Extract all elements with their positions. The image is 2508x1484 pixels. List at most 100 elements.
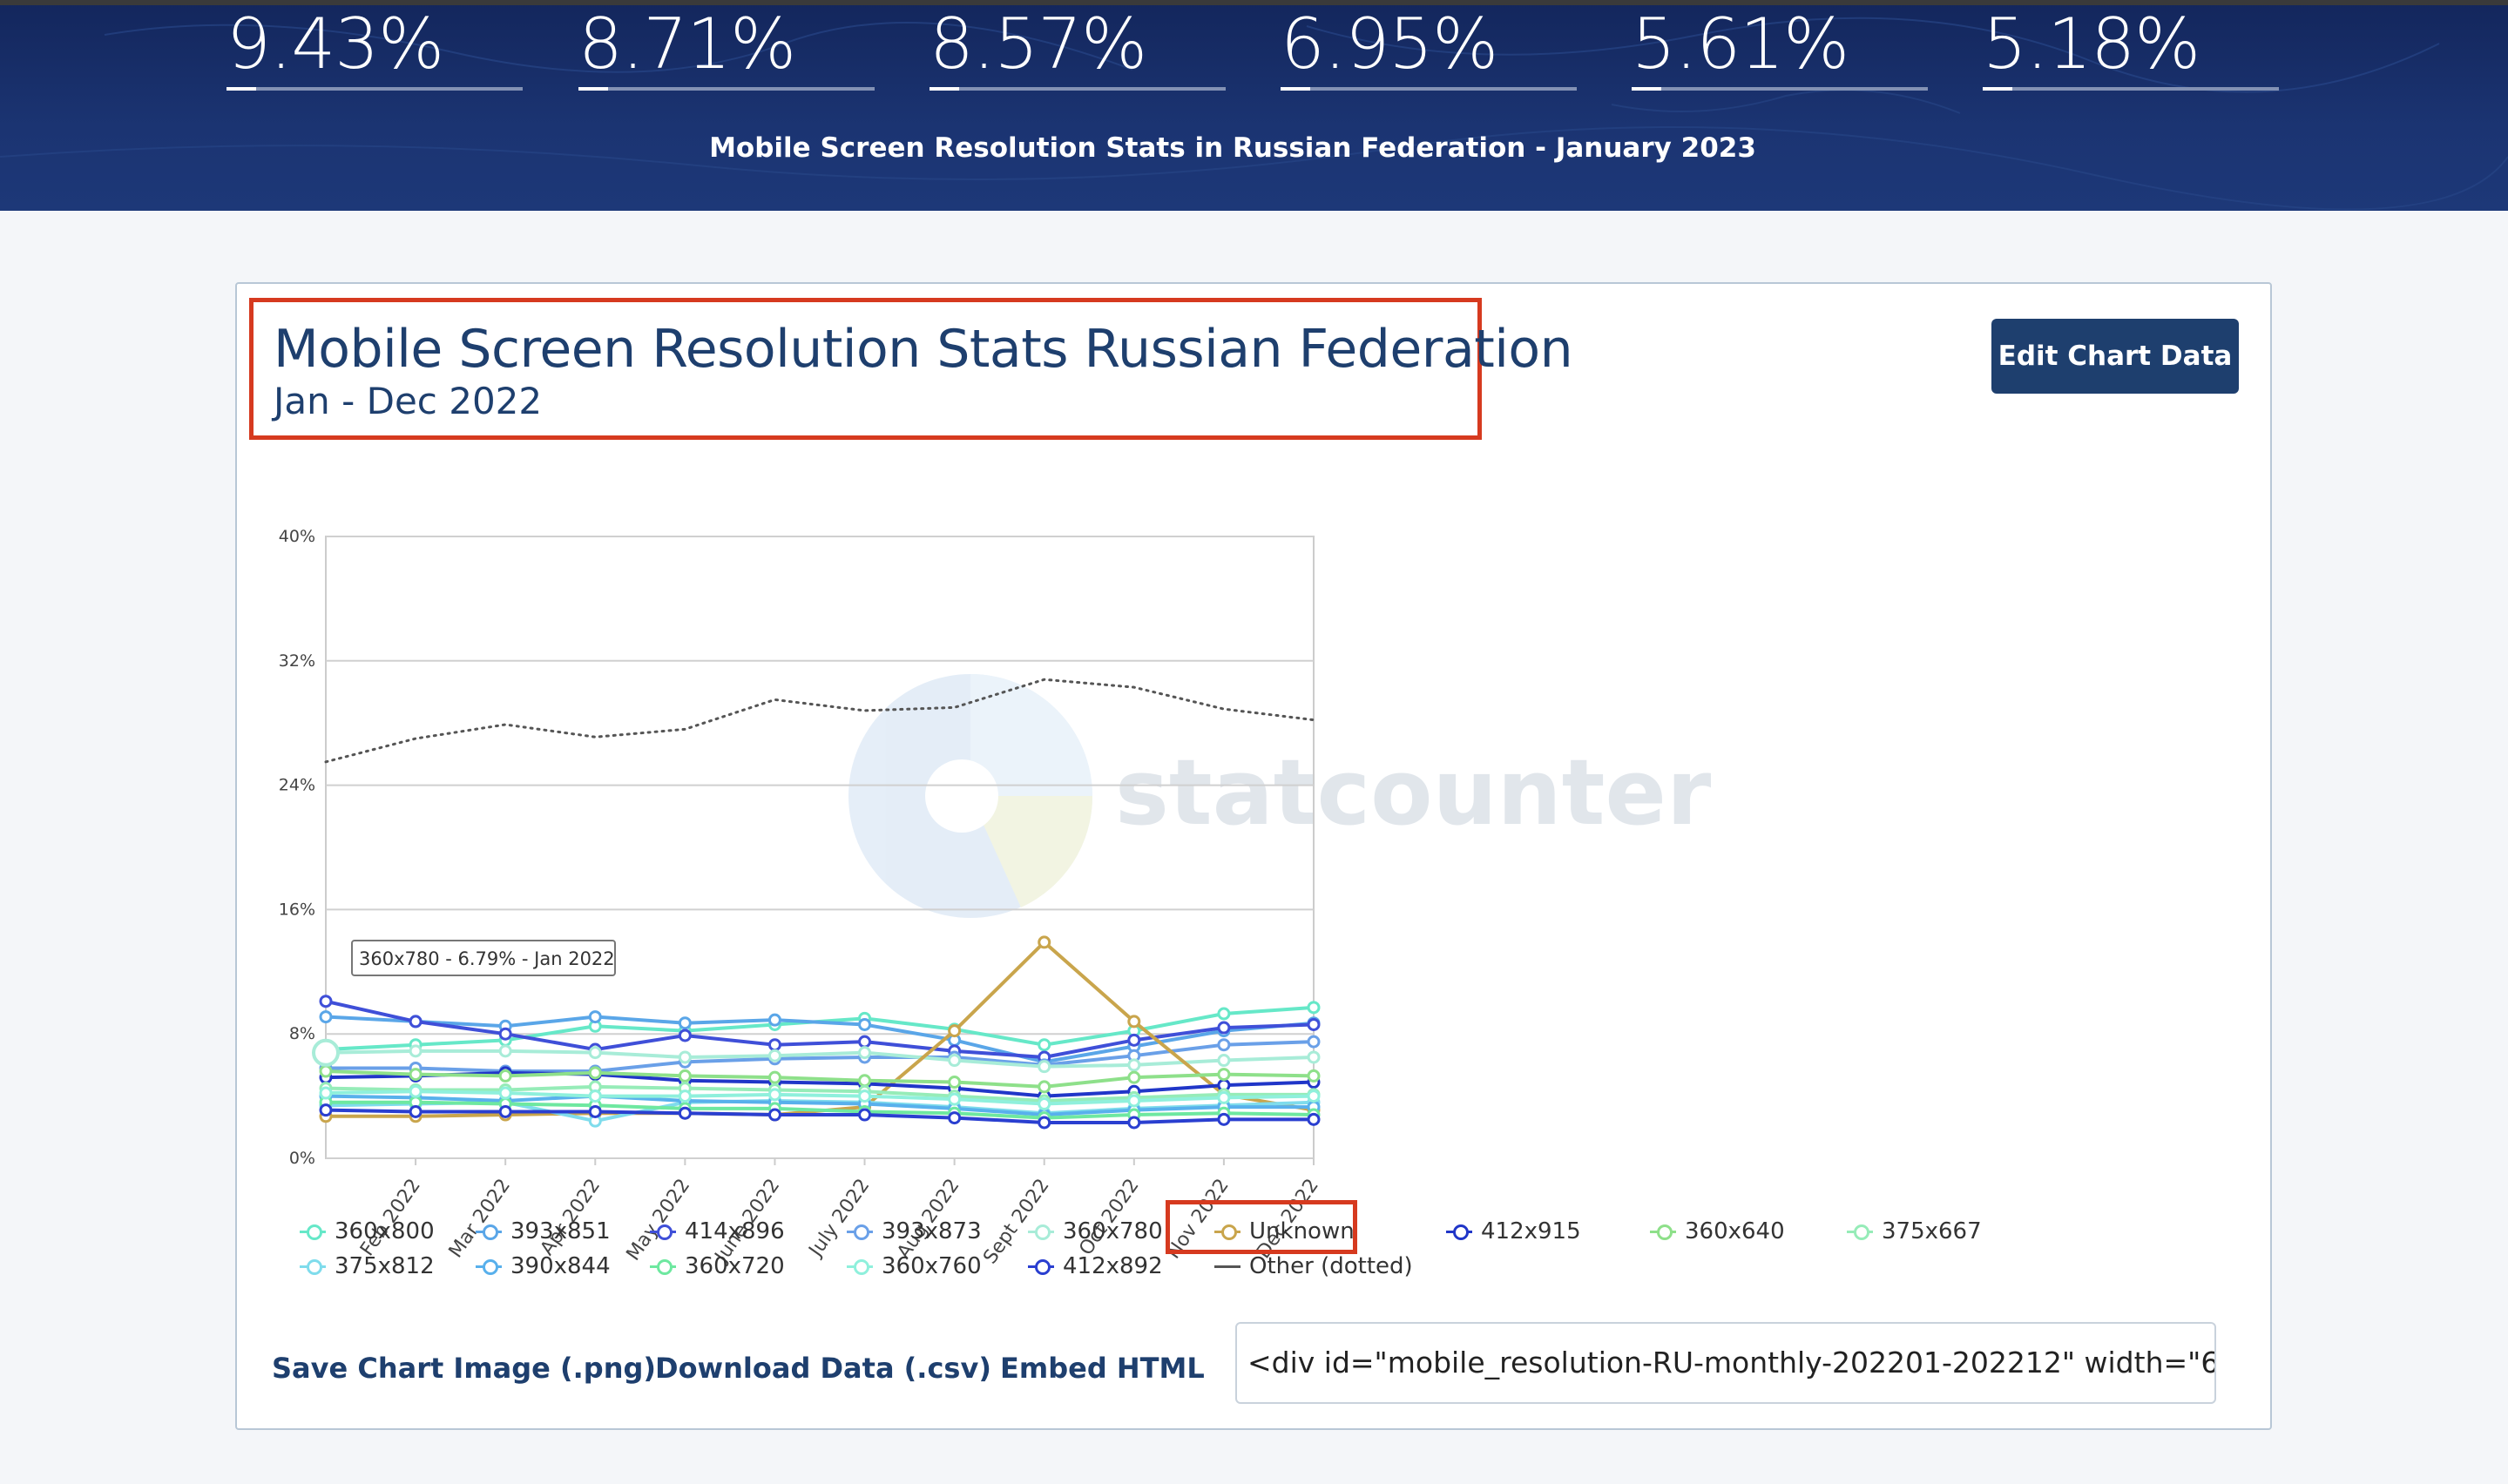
legend-label: 360x780 (1063, 1218, 1163, 1245)
legend-item[interactable]: 360x800 (300, 1218, 435, 1245)
data-point-360x800 (1307, 1001, 1321, 1015)
legend-swatch (300, 1252, 329, 1280)
data-point-360x640 (948, 1076, 962, 1089)
data-point-360x800 (1038, 1038, 1051, 1052)
series-line-412x892 (325, 1108, 1314, 1124)
legend-swatch-marker (1035, 1259, 1051, 1275)
data-point-412x892 (498, 1104, 512, 1118)
stat-value: 5.18% (1983, 3, 2200, 84)
chart-grid: 0% 8% 16% 24% 32% 40% (279, 527, 1315, 1168)
series-line-393x851 (325, 1015, 1315, 1064)
data-point-360x780 (858, 1046, 872, 1060)
data-point-414x896 (498, 1027, 512, 1041)
stat-bar-fill (930, 87, 959, 91)
data-point-360x640 (1127, 1070, 1141, 1084)
stat-bar (930, 87, 1226, 91)
series-line-414x896 (325, 999, 1315, 1059)
legend-swatch (1028, 1252, 1058, 1280)
series-line-360x760 (325, 1089, 1315, 1106)
data-point-412x892 (678, 1106, 692, 1120)
edit-chart-data-button[interactable]: Edit Chart Data (1991, 319, 2239, 394)
legend-item[interactable]: 375x667 (1847, 1218, 1982, 1245)
y-tick-label: 0% (289, 1149, 315, 1168)
stat-bar (578, 87, 875, 91)
legend-item[interactable]: 412x892 (1028, 1252, 1163, 1280)
data-point-360x760 (767, 1088, 781, 1102)
legend-item[interactable]: 414x896 (650, 1218, 785, 1245)
data-point-360x780 (767, 1049, 781, 1062)
y-tick-label: 24% (279, 776, 315, 795)
data-point-393x873 (1307, 1035, 1321, 1049)
data-point-360x760 (409, 1084, 423, 1098)
series-line-360x780 (325, 1049, 1315, 1069)
legend-item[interactable]: 360x640 (1650, 1218, 1785, 1245)
legend-swatch (476, 1252, 505, 1280)
series-line-360x640 (325, 1069, 1315, 1089)
chart-title: Mobile Screen Resolution Stats Russian F… (274, 319, 1573, 380)
series-line-412x915 (325, 1070, 1315, 1098)
data-point-414x896 (1307, 1017, 1321, 1031)
data-point-360x760 (1307, 1089, 1321, 1103)
legend-swatch-marker (657, 1224, 673, 1240)
stat-bar-fill (578, 87, 608, 91)
data-point-412x892 (767, 1108, 781, 1122)
data-point-360x640 (858, 1074, 872, 1088)
data-point-360x760 (588, 1089, 602, 1103)
legend-highlight-box (1166, 1200, 1357, 1254)
legend-item[interactable]: 412x915 (1446, 1218, 1581, 1245)
data-point-360x780 (1307, 1050, 1321, 1064)
data-point-360x780 (1127, 1058, 1141, 1072)
legend-item[interactable]: Other (dotted) (1214, 1252, 1413, 1280)
watermark-logo-wedge-2 (970, 796, 1093, 907)
legend-item[interactable]: 375x812 (300, 1252, 435, 1280)
data-point-412x892 (319, 1103, 333, 1117)
data-point-360x640 (319, 1064, 333, 1078)
legend-swatch-marker (483, 1259, 498, 1275)
legend-item[interactable]: 360x780 (1028, 1218, 1163, 1245)
legend-item[interactable]: 393x873 (847, 1218, 982, 1245)
embed-code-field[interactable]: <div id="mobile_resolution-RU-monthly-20… (1235, 1322, 2216, 1404)
legend-label: 393x873 (882, 1218, 982, 1245)
legend-label: 360x640 (1685, 1218, 1785, 1245)
legend-item[interactable]: 393x851 (476, 1218, 611, 1245)
data-point-360x760 (1127, 1094, 1141, 1108)
data-point-414x896 (1217, 1021, 1231, 1035)
legend-swatch-marker (1854, 1224, 1869, 1240)
legend-swatch (1446, 1218, 1476, 1245)
world-map-background (0, 17, 2508, 211)
data-point-412x892 (948, 1111, 962, 1125)
data-point-412x892 (1127, 1116, 1141, 1130)
embed-html-link[interactable]: Embed HTML (1000, 1352, 1205, 1385)
legend-item[interactable]: 360x720 (650, 1252, 785, 1280)
data-point-360x760 (678, 1089, 692, 1103)
data-point-360x640 (409, 1068, 423, 1082)
data-point-393x851 (678, 1016, 692, 1030)
data-point-412x892 (1217, 1112, 1231, 1126)
data-point-360x760 (498, 1086, 512, 1100)
data-point-393x851 (767, 1013, 781, 1027)
legend-swatch-marker (1453, 1224, 1469, 1240)
save-chart-image-link[interactable]: Save Chart Image (.png) (272, 1352, 657, 1385)
legend-item[interactable]: Unknown (1214, 1218, 1355, 1245)
download-data-link[interactable]: Download Data (.csv) (655, 1352, 991, 1385)
legend-item[interactable]: 360x760 (847, 1252, 982, 1280)
data-point-360x640 (1307, 1069, 1321, 1083)
data-point-Unknown (1127, 1015, 1141, 1029)
legend-label: 375x667 (1882, 1218, 1982, 1245)
data-point-412x892 (409, 1104, 423, 1118)
data-point-360x760 (1217, 1090, 1231, 1104)
legend-swatch (847, 1218, 876, 1245)
stat-bar (226, 87, 523, 91)
watermark-text: statcounter (1115, 739, 1711, 846)
legend-swatch (1028, 1218, 1058, 1245)
legend-label: 375x812 (335, 1253, 435, 1279)
legend-swatch (650, 1218, 679, 1245)
line-chart: statcounter 0%8%16%24%32%40% Feb 2022 Mar… (279, 527, 1711, 1268)
legend-label: 414x896 (685, 1218, 785, 1245)
data-point-360x640 (767, 1070, 781, 1084)
data-point-360x780 (409, 1044, 423, 1058)
legend-swatch (1214, 1252, 1244, 1280)
legend-swatch (1650, 1218, 1680, 1245)
tooltip-box (351, 940, 616, 976)
legend-item[interactable]: 390x844 (476, 1252, 611, 1280)
